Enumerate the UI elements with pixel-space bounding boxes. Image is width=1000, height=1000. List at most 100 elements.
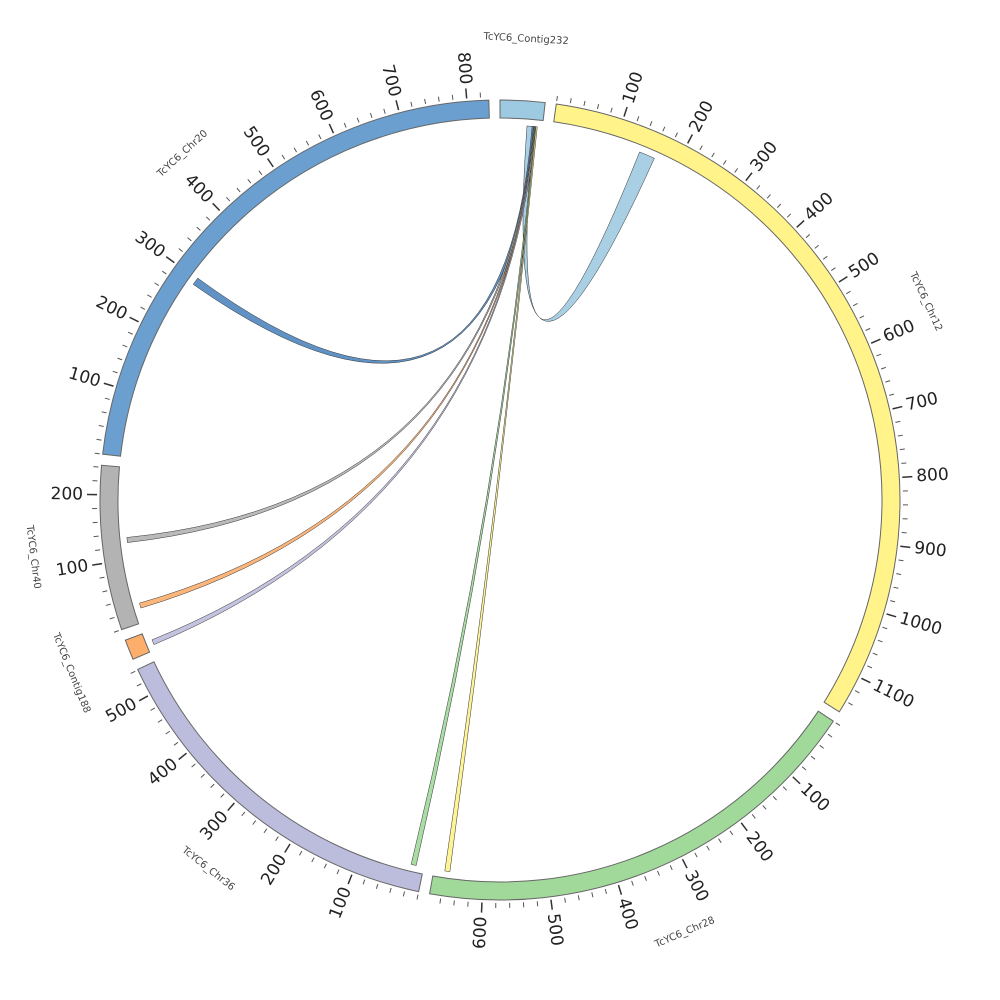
minor-tick (877, 639, 883, 643)
minor-tick (777, 203, 782, 208)
minor-tick (161, 270, 167, 275)
minor-tick (263, 828, 268, 834)
tick (681, 858, 688, 869)
minor-tick (241, 811, 246, 817)
tick (328, 123, 335, 134)
minor-tick (383, 108, 386, 114)
tick (740, 822, 748, 832)
minor-tick (890, 600, 896, 603)
minor-tick (369, 112, 373, 119)
minor-tick (893, 586, 899, 589)
minor-tick (402, 891, 406, 897)
minor-tick (336, 869, 340, 875)
tick-label: 800 (453, 51, 476, 85)
tick-label: 100 (796, 779, 833, 816)
minor-tick (410, 101, 413, 107)
minor-tick (112, 370, 118, 374)
minor-tick (604, 888, 608, 894)
tick (902, 475, 913, 478)
minor-tick (226, 197, 231, 202)
minor-tick (362, 879, 366, 885)
minor-tick (220, 793, 225, 798)
minor-tick (694, 852, 698, 858)
tick (138, 695, 149, 702)
tick-label: 300 (680, 867, 713, 905)
minor-tick (669, 865, 673, 871)
tick-label: 600 (470, 916, 491, 949)
segment-label: TcYC6_Chr20 (155, 128, 210, 180)
minor-tick (810, 755, 816, 760)
minor-tick (299, 850, 303, 856)
minor-tick (281, 154, 286, 160)
minor-tick (140, 306, 146, 310)
minor-tick (772, 795, 777, 801)
segment (102, 99, 490, 457)
minor-tick (311, 857, 315, 863)
tick (284, 843, 291, 853)
minor-tick (711, 152, 715, 158)
minor-tick (105, 603, 111, 606)
tick-label: 200 (742, 828, 777, 866)
minor-tick (136, 683, 142, 687)
minor-tick (897, 434, 903, 437)
minor-tick (150, 707, 156, 711)
tick-label: 100 (619, 69, 648, 106)
minor-tick (453, 900, 455, 906)
minor-tick (258, 170, 263, 176)
minor-tick (782, 786, 788, 791)
segment-label: TcYC6_Contig188 (50, 631, 93, 715)
segment (499, 99, 546, 122)
minor-tick (674, 132, 678, 138)
minor-tick (699, 145, 703, 151)
minor-tick (205, 216, 211, 221)
tick-label: 100 (55, 556, 90, 581)
tick (687, 134, 694, 144)
minor-tick (852, 302, 858, 307)
segment (429, 710, 835, 901)
link (151, 126, 537, 645)
minor-tick (649, 121, 653, 127)
minor-tick (662, 126, 666, 132)
minor-tick (805, 234, 811, 239)
minor-tick (210, 783, 215, 788)
tick (892, 405, 903, 410)
tick-label: 100 (325, 884, 356, 922)
tick (792, 776, 801, 785)
minor-tick (734, 168, 739, 173)
tick-label: 700 (377, 63, 405, 99)
tick (103, 382, 114, 387)
tick (745, 172, 753, 182)
minor-tick (113, 630, 119, 633)
minor-tick (187, 237, 192, 242)
minor-tick (751, 814, 756, 819)
tick-label: 1100 (870, 676, 918, 713)
minor-tick (389, 887, 392, 893)
minor-tick (889, 393, 895, 396)
minor-tick (867, 665, 873, 669)
minor-tick (102, 590, 108, 593)
minor-tick (591, 892, 594, 898)
minor-tick (898, 559, 904, 562)
minor-tick (556, 95, 558, 102)
minor-tick (756, 185, 761, 190)
minor-tick (416, 894, 419, 900)
minor-tick (657, 870, 660, 876)
tick-label: 500 (239, 123, 274, 161)
tick (861, 677, 871, 684)
tick (838, 275, 848, 283)
tick-label: 700 (904, 389, 940, 416)
minor-tick (583, 100, 586, 106)
minor-tick (356, 117, 360, 123)
tick (227, 802, 235, 812)
tick-label: 600 (880, 316, 918, 347)
minor-tick (814, 244, 819, 249)
minor-tick (424, 98, 427, 105)
tick-label: 400 (180, 170, 217, 207)
minor-tick (801, 766, 807, 771)
minor-tick (109, 616, 115, 620)
tick-label: 800 (916, 465, 950, 487)
minor-tick (104, 397, 110, 400)
minor-tick (173, 741, 179, 746)
tick (178, 752, 187, 761)
